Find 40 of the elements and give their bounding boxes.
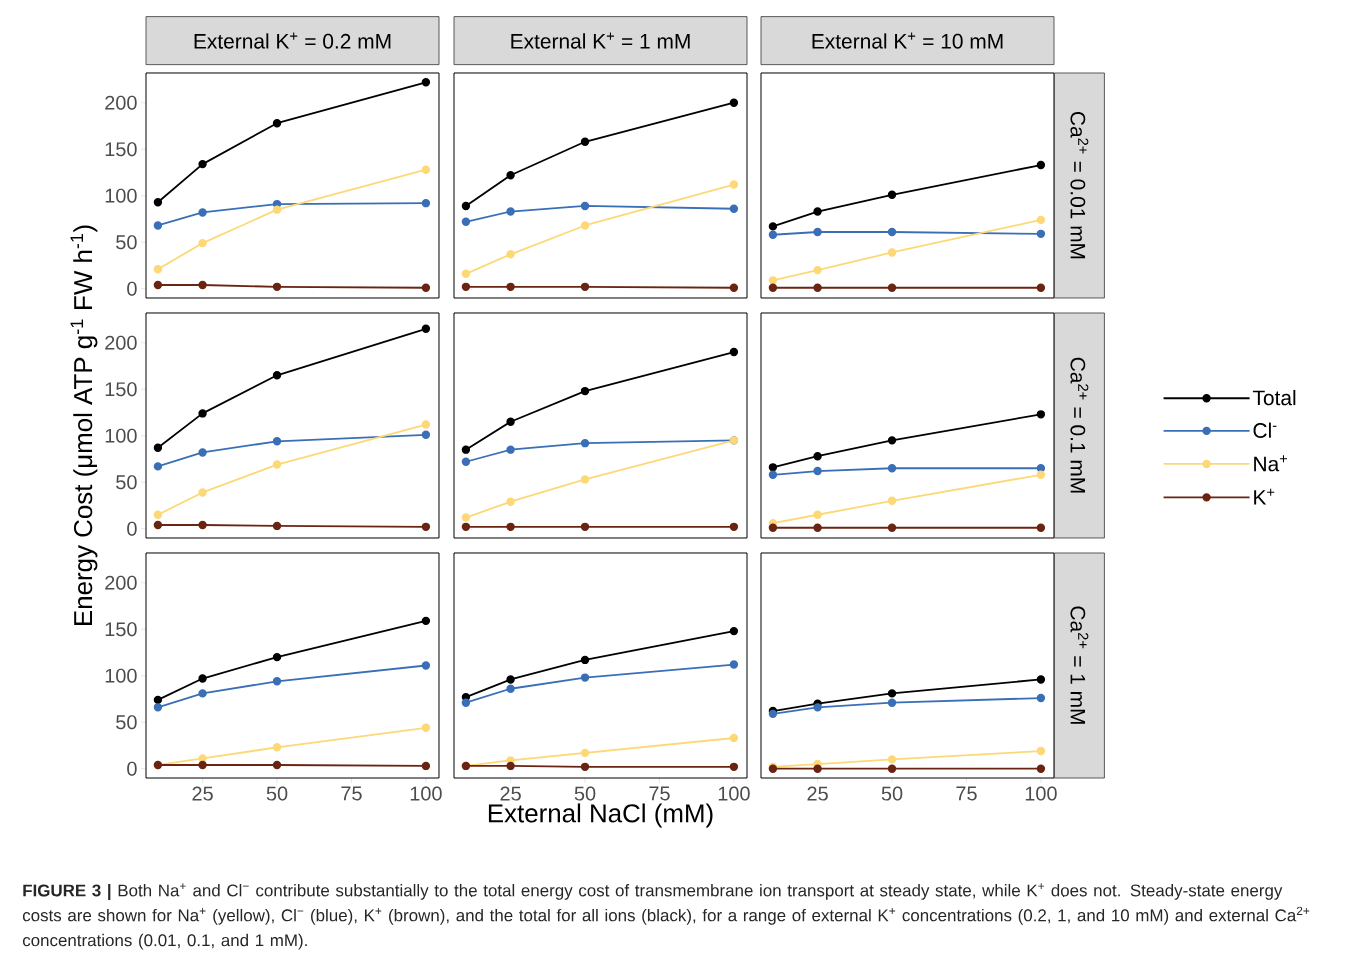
y-tick-label: 150: [105, 142, 137, 157]
y-tick-label: 50: [116, 235, 137, 250]
x-tick-label: 75: [341, 786, 362, 801]
legend-label: Total: [1252, 389, 1296, 406]
y2-axis-title: Ca$^{2+}$ = 0.1 mM: [1070, 357, 1089, 493]
x-axis-title: External NaCl (mM): [488, 803, 713, 828]
y-tick-label: 0: [127, 281, 137, 296]
y-tick-label: 100: [105, 668, 137, 683]
y-tick-label: 200: [105, 575, 137, 590]
y-tick-label: 0: [127, 761, 137, 776]
x-tick-label: 25: [500, 786, 521, 801]
x-tick-label: 25: [192, 786, 213, 801]
x-tick-label: 50: [881, 786, 903, 801]
chart-title: External K$^{+}$ = 10 mM: [812, 32, 1003, 49]
legend-label: Na$^{+}$: [1254, 455, 1288, 472]
x-tick-label: 50: [266, 786, 288, 801]
x-tick-label: 25: [807, 786, 828, 801]
chart-title: External K$^{+}$ = 1 mM: [511, 32, 690, 49]
x-tick-label: 100: [718, 786, 750, 801]
text: FIGURE 3 | Both Na$^{+}$ and Cl$^{−}$ contribute substantially to the total energy cost of transmembrane ion transport at steady state, while K$^{+}$ does not. Steady-state energy costs are shown for Na$^{+}$ (yellow), Cl$^{−}$ (blue), K$^{+}$ (brown), and the total for all ions (black), for a range of external K$^{+}$ concentrations (0.2, 1, and 10 mM) and external Ca$^{2+}$ concentrations (0.01, 0.1, and 1 mM).: [22, 883, 1310, 950]
x-tick-label: 50: [574, 786, 596, 801]
y2-axis-title: Ca$^{2+}$ = 1 mM: [1070, 606, 1089, 724]
x-tick-label: 75: [649, 786, 670, 801]
x-tick-label: 100: [1025, 786, 1057, 801]
y-tick-label: 150: [105, 622, 137, 637]
y-tick-label: 0: [127, 521, 137, 536]
y-tick-label: 200: [105, 95, 137, 110]
legend-label: K$^{+}$: [1254, 488, 1275, 505]
y-tick-label: 150: [105, 382, 137, 397]
y-tick-label: 100: [105, 428, 137, 443]
x-tick-label: 75: [956, 786, 977, 801]
legend-label: Cl$^{-}$: [1253, 422, 1277, 438]
y2-axis-title: Ca$^{2+}$ = 0.01 mM: [1070, 111, 1089, 259]
y-tick-label: 50: [116, 475, 137, 490]
y-axis-title: Energy Cost (μmol ATP g$^{-1}$ FW h$^{-1}$): [70, 225, 98, 625]
y-tick-label: 100: [105, 188, 137, 203]
x-tick-label: 100: [410, 786, 442, 801]
y-tick-label: 200: [105, 335, 137, 350]
chart-title: External K$^{+}$ = 0.2 mM: [194, 32, 391, 49]
y-tick-label: 50: [116, 715, 137, 730]
